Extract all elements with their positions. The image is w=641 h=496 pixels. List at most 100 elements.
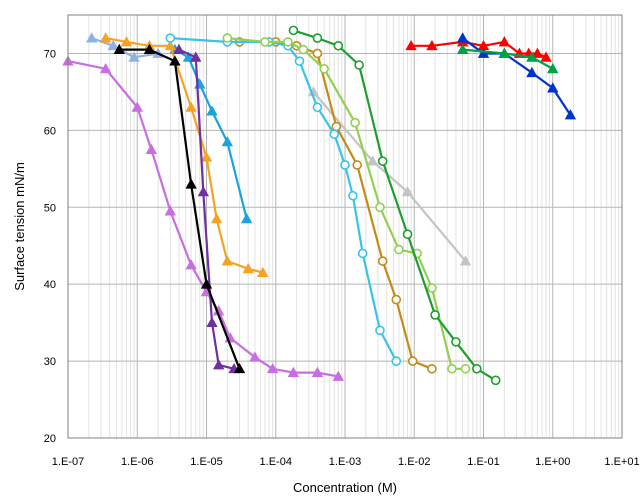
data-point [547,82,559,93]
data-point [249,351,261,362]
data-point [352,160,362,170]
x-tick-label: 1.E-06 [121,456,153,468]
data-point [257,266,269,278]
data-point [402,229,413,239]
data-point [206,105,218,116]
data-point [165,33,176,43]
data-point [260,37,270,47]
data-point [298,44,309,55]
data-point [145,143,158,154]
data-point [348,190,358,201]
data-point [498,36,511,47]
data-point [531,47,544,58]
data-point [405,39,417,51]
data-point [312,33,323,43]
y-tick-label: 70 [44,48,56,60]
data-point [294,56,305,66]
data-point [169,55,181,66]
data-point [233,362,246,374]
data-point [221,255,234,266]
data-point [266,362,279,374]
data-point [131,101,143,112]
data-point [477,47,490,58]
data-point [564,109,577,120]
data-point [128,51,140,62]
data-point [490,375,501,386]
data-point [391,294,402,305]
data-point [164,205,176,216]
data-point [113,43,125,55]
data-point [333,40,344,51]
data-point [86,32,98,43]
series-5 [173,43,240,374]
data-point [329,129,340,140]
data-point [377,156,388,166]
data-point [242,262,254,274]
data-point [319,64,329,74]
x-tick-label: 1.E-02 [398,456,430,468]
data-point [456,32,469,43]
data-point [340,160,350,170]
data-point [451,337,461,347]
data-point [366,155,379,166]
data-point [426,39,438,51]
data-point [173,43,185,55]
data-point [283,37,293,47]
data-point [213,359,225,370]
data-point [185,178,197,189]
data-point [375,325,385,336]
y-axis-title: Surface tension mN/m [12,162,27,291]
data-point [391,356,402,366]
data-point [547,63,559,74]
data-point [222,33,233,43]
data-point [240,212,253,224]
x-tick-label: 1.E-01 [467,456,499,468]
series-14 [456,43,559,74]
series-7 [307,86,472,266]
data-point [357,248,368,259]
data-point [526,51,538,62]
data-point [143,43,156,55]
data-point [185,259,197,270]
y-tick-label: 30 [44,356,56,368]
data-point [354,60,364,70]
data-point [190,51,202,62]
data-point [459,255,472,266]
series-6 [113,43,246,374]
data-point [311,366,324,378]
data-point [427,283,437,293]
data-point [430,310,440,320]
data-point [200,151,213,162]
data-point [206,316,218,328]
series-line [293,29,497,382]
data-point [331,121,342,132]
data-point [288,25,299,36]
data-point [197,186,210,197]
series-11 [288,25,501,386]
data-point [460,363,471,374]
y-tick-label: 60 [44,125,56,137]
data-point [427,363,437,374]
data-point [107,39,119,51]
series-line [105,37,264,274]
y-tick-label: 40 [44,279,56,291]
data-point [394,244,404,255]
plot-area-frame [67,14,623,439]
data-point [447,363,457,374]
data-point [401,186,414,197]
x-tick-label: 1.E-03 [329,456,361,468]
x-tick-label: 1.E-05 [190,456,222,468]
data-point [185,101,197,112]
data-point [120,36,133,47]
y-tick-label: 50 [44,202,56,214]
data-point [287,366,300,378]
data-point [312,48,323,59]
y-tick-label: 20 [44,433,56,445]
data-point [377,256,388,266]
data-point [456,43,469,55]
data-point [164,39,176,51]
tick-labels: 1.E-07 1.E-06 1.E-05 1.E-04 1.E-03 1.E-02 1.E-… [44,48,640,468]
x-tick-label: 1.E+01 [604,456,639,468]
